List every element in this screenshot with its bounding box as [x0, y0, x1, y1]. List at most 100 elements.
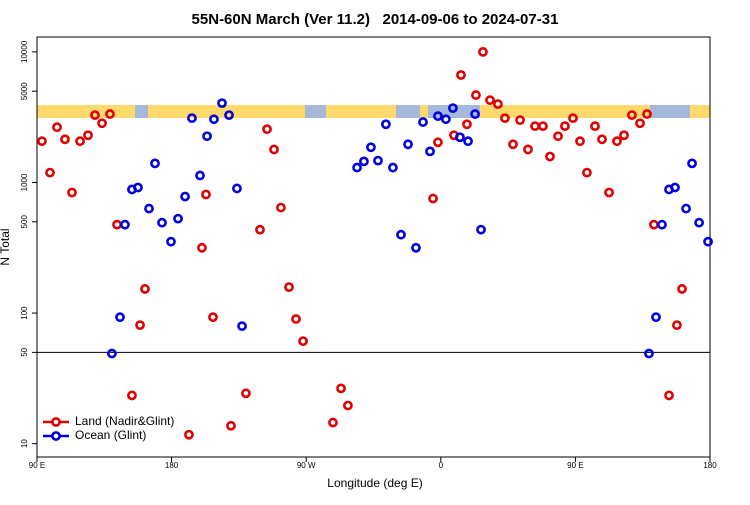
- point: [352, 162, 362, 173]
- point: [217, 98, 227, 109]
- point: [433, 111, 443, 122]
- point: [166, 236, 176, 247]
- point: [328, 417, 338, 428]
- point: [202, 131, 212, 142]
- point: [403, 139, 413, 150]
- point: [687, 158, 697, 169]
- point: [208, 312, 218, 323]
- y-tick-label: 500: [20, 215, 29, 229]
- point: [677, 284, 687, 294]
- point: [90, 110, 100, 120]
- point: [396, 229, 406, 240]
- point: [433, 137, 443, 148]
- point: [388, 162, 398, 173]
- point: [670, 182, 680, 193]
- point: [197, 242, 207, 253]
- point: [120, 219, 130, 230]
- point: [582, 167, 592, 178]
- point: [255, 224, 265, 235]
- point: [418, 117, 428, 127]
- point: [187, 113, 197, 124]
- point: [463, 136, 473, 147]
- plot-frame: [36, 36, 711, 458]
- point: [560, 121, 570, 132]
- point: [115, 312, 125, 323]
- legend-marker: [51, 431, 61, 441]
- point: [262, 124, 272, 135]
- point: [107, 348, 117, 359]
- point: [75, 136, 85, 147]
- point: [135, 320, 145, 331]
- point: [140, 284, 150, 294]
- point: [112, 219, 122, 230]
- point: [493, 99, 503, 110]
- point: [590, 121, 600, 132]
- point: [644, 348, 654, 359]
- point: [45, 167, 55, 178]
- point: [224, 110, 234, 120]
- point: [703, 236, 713, 247]
- point: [291, 314, 301, 324]
- point: [201, 189, 211, 200]
- point: [226, 420, 236, 431]
- point: [448, 103, 458, 114]
- y-tick-label: 10000: [20, 40, 29, 63]
- point: [523, 144, 533, 155]
- point: [237, 321, 247, 332]
- point: [127, 390, 137, 401]
- point: [545, 151, 555, 162]
- point: [657, 219, 667, 230]
- point: [456, 70, 466, 80]
- point: [612, 136, 622, 147]
- point: [381, 119, 391, 130]
- y-tick-label: 100: [20, 306, 29, 320]
- point: [597, 134, 607, 145]
- point: [649, 219, 659, 230]
- point: [157, 217, 167, 228]
- point: [575, 136, 585, 147]
- chart-title: 55N-60N March (Ver 11.2) 2014-09-06 to 2…: [192, 11, 559, 28]
- point: [343, 400, 353, 411]
- x-tick-label: 90 E: [567, 461, 583, 470]
- point: [635, 118, 645, 129]
- legend-label: Land (Nadir&Glint): [75, 414, 174, 428]
- point: [184, 429, 194, 440]
- point: [604, 187, 614, 198]
- point: [476, 224, 486, 235]
- point: [284, 282, 294, 293]
- point: [462, 119, 472, 130]
- legend-marker: [51, 417, 61, 427]
- x-tick-label: 90 E: [29, 461, 45, 470]
- point: [508, 139, 518, 150]
- x-tick-label: 180: [165, 461, 179, 470]
- point: [530, 121, 540, 132]
- point: [180, 191, 190, 202]
- point: [52, 122, 62, 133]
- legend-label: Ocean (Glint): [75, 428, 146, 442]
- point: [173, 213, 183, 224]
- point: [269, 144, 279, 155]
- point: [455, 132, 465, 143]
- point: [568, 113, 578, 124]
- point: [366, 142, 376, 153]
- land-band: [37, 105, 710, 118]
- point: [241, 388, 251, 399]
- point: [97, 118, 107, 129]
- point: [672, 320, 682, 331]
- point: [428, 193, 438, 204]
- point: [485, 95, 495, 106]
- point: [133, 182, 143, 193]
- point: [150, 158, 160, 169]
- y-tick-label: 10: [20, 439, 29, 448]
- point: [470, 109, 480, 119]
- point: [478, 46, 488, 57]
- point: [276, 202, 286, 213]
- point: [232, 183, 242, 194]
- point: [440, 114, 451, 125]
- point: [664, 390, 674, 401]
- y-tick-label: 50: [20, 347, 29, 356]
- point: [651, 312, 661, 323]
- point: [209, 114, 219, 125]
